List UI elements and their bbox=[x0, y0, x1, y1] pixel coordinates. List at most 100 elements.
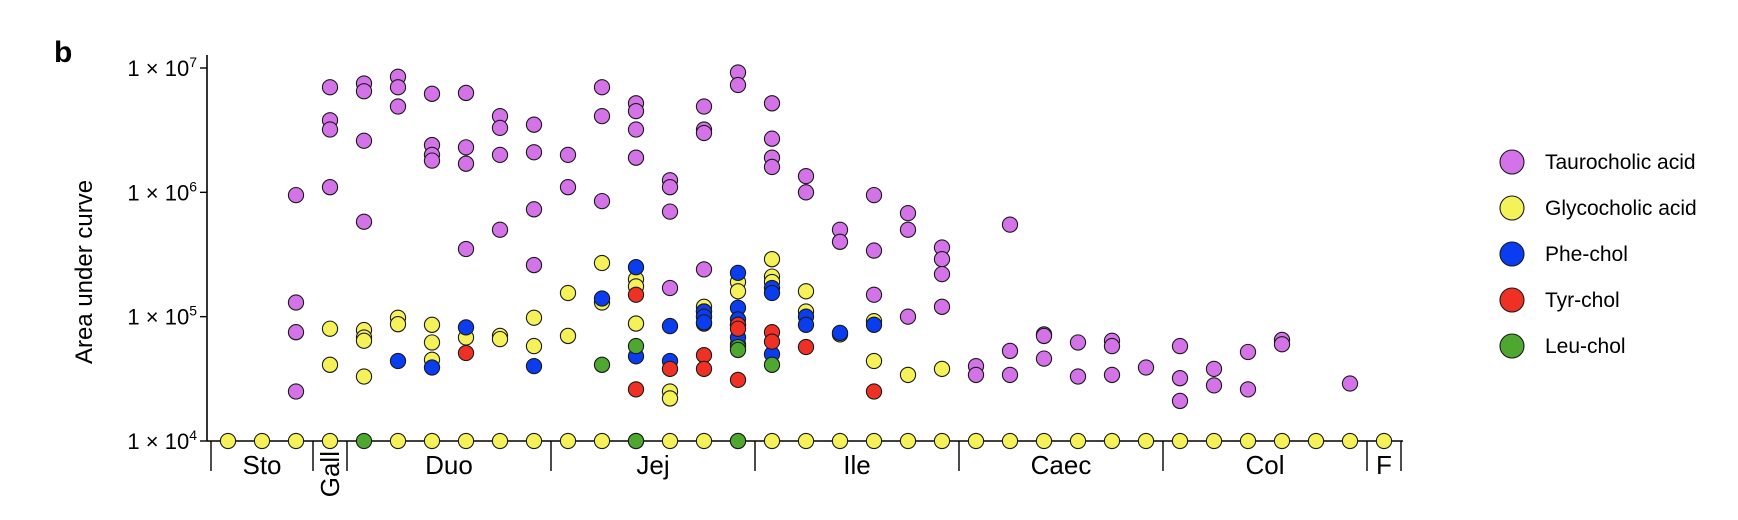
data-point bbox=[729, 76, 747, 94]
data-point bbox=[933, 298, 951, 315]
data-point bbox=[355, 332, 373, 349]
data-point bbox=[593, 290, 611, 307]
data-point bbox=[1001, 216, 1019, 233]
data-point bbox=[899, 308, 917, 325]
data-point bbox=[287, 432, 305, 450]
data-point bbox=[865, 242, 883, 259]
data-point bbox=[865, 383, 883, 400]
series-3 bbox=[457, 286, 883, 400]
data-point bbox=[1001, 366, 1019, 384]
data-point bbox=[321, 79, 339, 96]
data-point bbox=[1171, 370, 1189, 387]
data-points bbox=[219, 64, 1393, 450]
data-point bbox=[287, 186, 305, 204]
legend-label: Taurocholic acid bbox=[1545, 151, 1696, 174]
data-point bbox=[627, 432, 645, 450]
data-point bbox=[491, 146, 509, 164]
data-point bbox=[593, 79, 611, 96]
data-point bbox=[1205, 377, 1223, 394]
series-0 bbox=[287, 64, 1359, 410]
data-point bbox=[1103, 366, 1121, 384]
data-point bbox=[287, 324, 305, 341]
data-point bbox=[355, 432, 373, 450]
data-point bbox=[933, 265, 951, 283]
data-point bbox=[967, 366, 985, 384]
data-point bbox=[627, 337, 645, 355]
data-point bbox=[865, 352, 883, 370]
legend-item: Glycocholic acid bbox=[1499, 195, 1697, 221]
data-point bbox=[763, 333, 781, 350]
data-point bbox=[389, 316, 407, 333]
region-label-caec: Caec bbox=[1031, 450, 1092, 480]
data-point bbox=[627, 381, 645, 398]
data-point bbox=[1001, 342, 1019, 360]
data-point bbox=[525, 116, 543, 133]
data-point bbox=[661, 203, 679, 220]
data-point bbox=[321, 179, 339, 196]
data-point bbox=[593, 107, 611, 125]
data-point bbox=[525, 337, 543, 355]
data-point bbox=[491, 221, 509, 238]
legend-label: Phe-chol bbox=[1545, 243, 1628, 266]
data-point bbox=[661, 179, 679, 196]
y-tick-label-base: 1 × 10 bbox=[127, 56, 189, 81]
x-axis: Sto Gall Duo Jej Ile Caec Col F bbox=[207, 440, 1403, 497]
data-point bbox=[627, 149, 645, 166]
legend: Taurocholic acid Glycocholic acid Phe-chol… bbox=[1499, 149, 1697, 359]
data-point bbox=[967, 432, 985, 450]
data-point bbox=[865, 316, 883, 333]
data-point bbox=[355, 368, 373, 385]
data-point bbox=[695, 314, 713, 331]
data-point bbox=[457, 240, 475, 258]
data-point bbox=[1375, 432, 1393, 450]
data-point bbox=[389, 432, 407, 450]
data-point bbox=[355, 132, 373, 149]
data-point bbox=[899, 366, 917, 384]
data-point bbox=[525, 357, 543, 375]
data-point bbox=[389, 79, 407, 96]
data-point bbox=[763, 356, 781, 373]
y-tick-label-base: 1 × 10 bbox=[127, 429, 189, 454]
data-point bbox=[525, 309, 543, 326]
region-label-duo: Duo bbox=[425, 450, 473, 480]
data-point bbox=[661, 432, 679, 450]
y-tick-label-base: 1 × 10 bbox=[127, 180, 189, 205]
y-tick-label-exponent: 7 bbox=[189, 54, 197, 70]
data-point bbox=[763, 130, 781, 147]
data-point bbox=[457, 344, 475, 362]
data-point bbox=[1273, 336, 1291, 353]
region-label-gall: Gall bbox=[315, 451, 345, 497]
region-label-col: Col bbox=[1245, 450, 1284, 480]
data-point bbox=[1307, 432, 1325, 450]
legend-swatch bbox=[1499, 195, 1525, 221]
data-point bbox=[661, 317, 679, 335]
data-point bbox=[559, 432, 577, 450]
data-point bbox=[695, 360, 713, 378]
data-point bbox=[321, 121, 339, 138]
data-point bbox=[627, 315, 645, 332]
data-point bbox=[1035, 327, 1053, 345]
data-point bbox=[933, 251, 951, 268]
data-point bbox=[1103, 337, 1121, 355]
data-point bbox=[593, 432, 611, 450]
data-point bbox=[797, 338, 815, 356]
data-point bbox=[1035, 432, 1053, 450]
data-point bbox=[797, 316, 815, 333]
data-point bbox=[627, 121, 645, 138]
data-point bbox=[1273, 432, 1291, 450]
data-point bbox=[491, 432, 509, 450]
data-point bbox=[661, 360, 679, 378]
data-point bbox=[1171, 392, 1189, 410]
data-point bbox=[695, 124, 713, 142]
data-point bbox=[423, 152, 441, 169]
data-point bbox=[899, 221, 917, 238]
y-tick-label-exponent: 6 bbox=[189, 178, 197, 194]
data-point bbox=[1069, 334, 1087, 351]
data-point bbox=[525, 432, 543, 450]
data-point bbox=[831, 233, 849, 250]
data-point bbox=[559, 146, 577, 164]
legend-item: Tyr-chol bbox=[1499, 287, 1620, 313]
series-4 bbox=[355, 337, 781, 450]
data-point bbox=[287, 383, 305, 400]
data-point bbox=[423, 85, 441, 102]
